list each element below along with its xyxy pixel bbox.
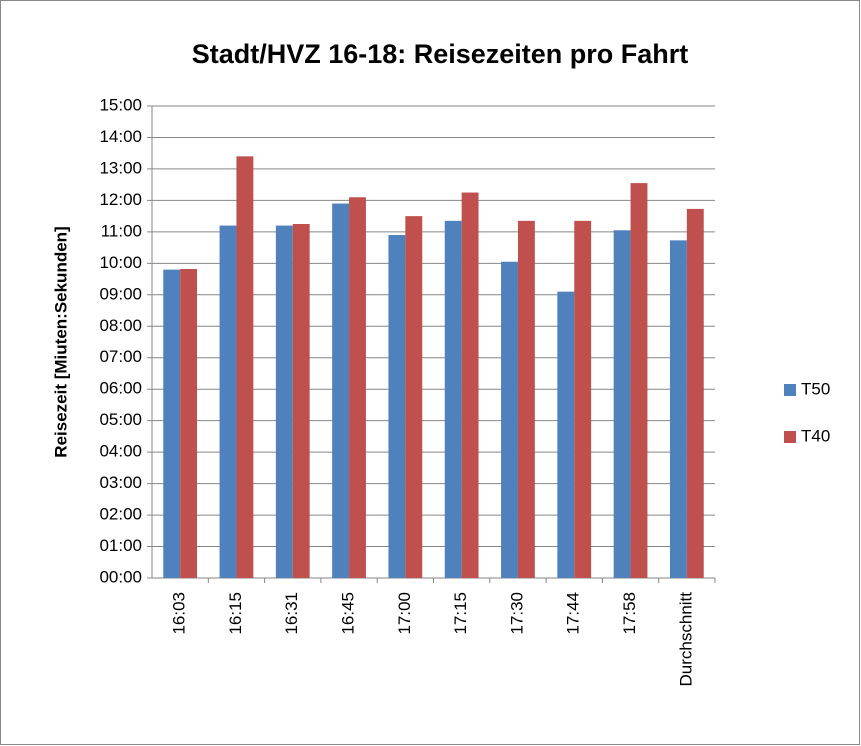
- legend-swatch: [784, 384, 796, 396]
- bar: [574, 220, 592, 578]
- bar: [332, 203, 350, 578]
- bar: [669, 240, 687, 578]
- y-tick-label: 08:00: [99, 316, 142, 335]
- y-tick-label: 13:00: [99, 158, 142, 177]
- bar: [388, 235, 406, 578]
- bar: [292, 224, 310, 578]
- x-tick-label: 17:00: [395, 592, 414, 635]
- y-tick-label: 09:00: [99, 284, 142, 303]
- bar: [163, 269, 181, 578]
- x-tick-label: 16:45: [339, 592, 358, 635]
- bar: [349, 197, 366, 578]
- x-tick-label: Durchschnitt: [676, 592, 695, 687]
- x-tick-label: 16:31: [282, 592, 301, 635]
- x-tick-label: 16:15: [226, 592, 245, 635]
- legend-label: T40: [801, 426, 830, 445]
- y-tick-label: 07:00: [99, 347, 142, 366]
- y-tick-label: 03:00: [99, 473, 142, 492]
- bar: [501, 261, 518, 578]
- bar: [275, 225, 293, 578]
- legend-swatch: [784, 431, 796, 443]
- y-tick-label: 14:00: [99, 127, 142, 146]
- bar: [630, 183, 648, 579]
- y-tick-label: 11:00: [101, 221, 142, 240]
- x-tick-label: 17:44: [564, 592, 583, 635]
- x-tick-label: 17:30: [507, 592, 526, 635]
- bar: [236, 156, 254, 578]
- y-tick-label: 02:00: [99, 505, 142, 524]
- bar: [517, 220, 535, 578]
- y-tick-label: 04:00: [99, 442, 142, 461]
- y-axis-label: Reisezeit [Miuten:Sekunden]: [51, 226, 70, 457]
- y-tick-label: 01:00: [99, 536, 142, 555]
- x-tick-label: 16:03: [170, 592, 189, 635]
- bar: [686, 208, 704, 578]
- bar: [444, 220, 462, 578]
- y-tick-label: 06:00: [99, 379, 142, 398]
- x-tick-label: 17:58: [620, 592, 639, 635]
- bar: [405, 216, 423, 578]
- bar: [557, 291, 575, 578]
- bar: [461, 192, 479, 579]
- bar: [613, 230, 631, 578]
- y-tick-label: 10:00: [99, 253, 142, 272]
- x-tick-label: 17:15: [451, 592, 470, 635]
- bar: [180, 268, 198, 578]
- y-tick-label: 00:00: [99, 567, 142, 586]
- bar: [219, 225, 237, 578]
- y-tick-label: 12:00: [99, 190, 142, 209]
- legend-label: T50: [801, 379, 830, 398]
- chart-title: Stadt/HVZ 16-18: Reisezeiten pro Fahrt: [192, 39, 689, 69]
- y-tick-label: 05:00: [99, 410, 142, 429]
- y-tick-label: 15:00: [99, 95, 142, 114]
